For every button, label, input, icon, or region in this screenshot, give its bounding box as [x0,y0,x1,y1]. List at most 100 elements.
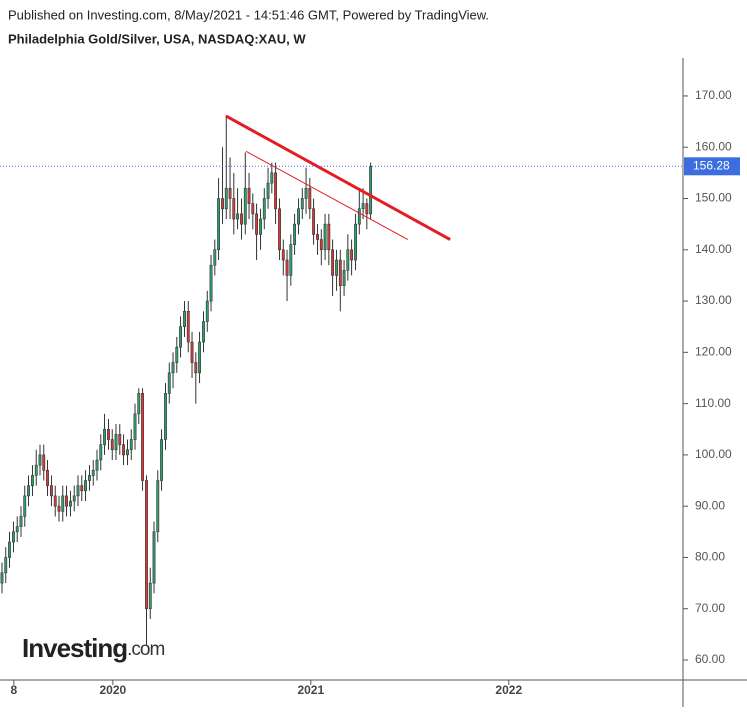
last-price-box [684,157,740,176]
candle-body [179,326,182,348]
candle-body [354,223,357,261]
y-tick-label: 80.00 [695,550,725,564]
candle-body [84,480,87,492]
candle-body [247,187,251,204]
y-tick-label: 140.00 [695,242,732,256]
y-tick-label: 160.00 [695,139,732,153]
candle-body [304,187,308,199]
candle-body [285,259,289,276]
candle-body [186,311,190,343]
candle-body [365,203,369,215]
candle-body [15,526,19,533]
candle-body [331,249,335,276]
candle-body [4,557,8,574]
candle-body [27,485,30,497]
candle-body [8,541,11,558]
candle-body [12,531,15,543]
y-tick-label: 60.00 [695,652,725,666]
candle-body [316,234,319,240]
candle-body [69,500,72,507]
candle-body [243,187,247,225]
candle-body [232,198,236,220]
candle-body [300,198,304,210]
candle-body [205,300,209,322]
candle-body [369,165,373,215]
candle-body [308,187,312,210]
candle-body [50,485,53,497]
candle-body [228,187,232,199]
candle-body [126,449,129,456]
published-note: Published on Investing.com, 8/May/2021 -… [8,7,489,22]
candle-body [167,372,171,394]
candle-body [209,264,213,302]
candle-body [281,249,285,261]
x-tick-label: 2020 [99,683,126,697]
candle-body [141,393,144,481]
logo-suffix: .com [127,639,164,660]
x-tick-label: 2021 [297,683,324,697]
candle-body [293,223,297,245]
candle-body [251,203,255,215]
candle-body [145,480,148,610]
candle-body [194,362,198,374]
x-tick-label: 2022 [495,683,522,697]
candle-body [148,582,152,610]
candle-body [175,346,179,363]
candle-body [53,495,57,507]
y-tick-label: 150.00 [695,191,732,205]
candle-body [23,495,27,517]
candle-body [338,259,342,286]
candle-body [46,469,49,486]
candle-body [42,454,46,471]
candle-body [278,208,281,251]
trend-line [225,114,451,241]
candle-body [171,362,175,374]
candle-body [297,208,300,225]
candle-body [160,439,163,481]
x-tick-label: 8 [11,683,18,697]
y-tick-label: 170.00 [695,88,732,102]
last-price-label: 156.28 [693,158,730,172]
candle-body [270,172,274,184]
candle-body [255,213,258,235]
candle-body [266,182,270,199]
candle-body [289,244,293,276]
candle-body [103,428,106,445]
candle-body [38,454,42,466]
plot [0,114,451,645]
candle-body [34,464,38,476]
candle-body [350,249,354,261]
candle-body [236,213,239,220]
candle-body [107,428,110,440]
logo-brand: Investing [22,633,127,663]
candle-body [213,249,217,266]
candle-body [0,572,4,584]
candle-body [346,249,350,271]
candle-body [190,341,194,363]
candle-body [221,198,224,210]
candle-body [91,469,95,476]
candle-body [274,172,278,210]
candle-body [99,444,103,461]
candle-body [152,531,156,584]
candle-body [57,505,61,512]
y-tick-label: 130.00 [695,293,732,307]
candle-body [65,495,68,507]
candle-body [342,269,346,286]
candle-body [262,198,266,220]
y-tick-label: 70.00 [695,601,725,615]
instrument-title: Philadelphia Gold/Silver, USA, NASDAQ:XA… [8,31,306,46]
candle-body [31,475,34,486]
candle-body [88,475,91,481]
logo: Investing.com [22,633,164,663]
candle-body [19,516,23,527]
candle-body [361,203,365,210]
candle-body [319,239,323,251]
candle-body [357,208,361,225]
candle-body [327,223,331,251]
y-tick-label: 90.00 [695,498,725,512]
candle-body [61,495,65,512]
candle-body [80,485,84,492]
candle-body [240,213,243,225]
